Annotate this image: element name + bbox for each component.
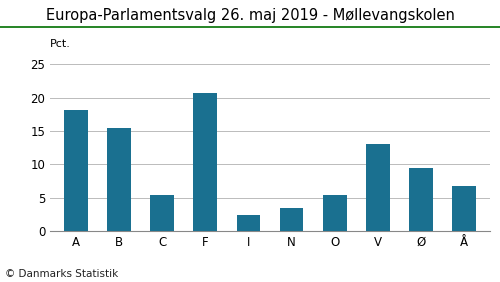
Bar xyxy=(194,93,217,231)
Bar xyxy=(236,215,260,231)
Bar xyxy=(452,186,476,231)
Bar xyxy=(150,195,174,231)
Bar xyxy=(64,110,88,231)
Text: Europa-Parlamentsvalg 26. maj 2019 - Møllevangskolen: Europa-Parlamentsvalg 26. maj 2019 - Møl… xyxy=(46,8,455,23)
Bar xyxy=(323,195,346,231)
Text: Pct.: Pct. xyxy=(50,39,71,49)
Bar xyxy=(107,128,131,231)
Bar xyxy=(409,168,433,231)
Bar xyxy=(280,208,303,231)
Bar xyxy=(366,144,390,231)
Text: © Danmarks Statistik: © Danmarks Statistik xyxy=(5,269,118,279)
